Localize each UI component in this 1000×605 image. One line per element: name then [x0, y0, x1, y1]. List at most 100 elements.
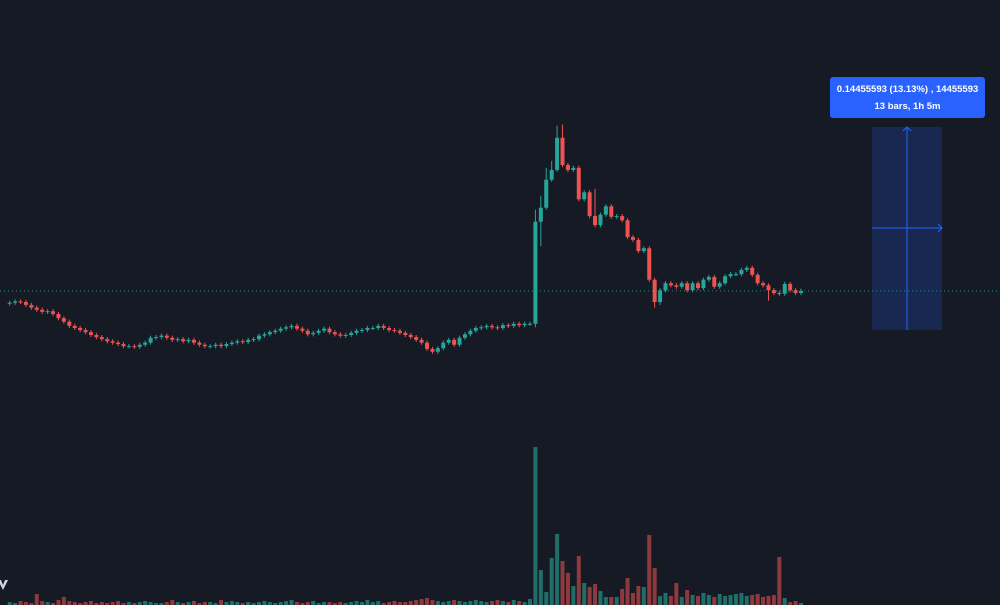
candle [126, 344, 131, 349]
volume-bar [587, 587, 592, 605]
candle [733, 272, 738, 277]
volume-bar [51, 603, 56, 605]
candle-body [294, 325, 299, 329]
candle-body [766, 285, 771, 291]
candle-body [728, 274, 733, 277]
volume-bar [40, 601, 45, 605]
volume-bar [197, 603, 202, 605]
candle-body [744, 267, 749, 270]
candle [571, 165, 576, 173]
candle-body [381, 325, 386, 328]
candle [728, 272, 733, 279]
candle [7, 300, 12, 306]
volume-bar [517, 601, 522, 605]
candle-body [246, 339, 251, 342]
volume-bar [143, 601, 148, 605]
candle-body [484, 325, 489, 328]
candle [511, 321, 516, 328]
candle-body [506, 325, 511, 327]
candle [517, 321, 522, 328]
candle [273, 328, 278, 335]
volume-bar [300, 603, 305, 605]
volume-bar [750, 595, 755, 605]
arrow-right-icon [937, 223, 943, 233]
candle-body [322, 328, 327, 331]
candle [61, 316, 66, 324]
candle [251, 337, 256, 342]
measure-price-change: 0.14455593 (13.13%) , 14455593 [836, 84, 979, 95]
volume-bar [392, 601, 397, 605]
candle [706, 274, 711, 282]
candle-body [159, 335, 164, 338]
volume-bar [88, 601, 93, 605]
candle [23, 300, 28, 307]
candle-body [88, 332, 93, 335]
candle [300, 326, 305, 333]
volume-bar [159, 603, 164, 605]
candle-body [105, 339, 110, 342]
candle-body [137, 344, 142, 347]
candle-body [121, 344, 126, 347]
candle-body [668, 283, 673, 286]
candle [13, 299, 18, 305]
volume-bar [452, 600, 457, 605]
candle [495, 325, 500, 331]
candle-body [685, 283, 690, 291]
volume-bar [636, 586, 641, 605]
volume-bar [739, 593, 744, 605]
candle [441, 340, 446, 351]
candle-body [435, 348, 440, 352]
volume-bar [126, 602, 131, 605]
measure-range-box[interactable] [872, 126, 943, 330]
candle-body [191, 339, 196, 343]
candle-body [332, 332, 337, 335]
candle-body [701, 279, 706, 289]
candle [761, 281, 766, 288]
candle-body [262, 334, 267, 336]
candle-body [370, 327, 375, 329]
candle-body [533, 221, 538, 324]
candle [154, 334, 159, 340]
volume-bar [224, 602, 229, 605]
candle [598, 212, 603, 228]
volume-bar [387, 602, 392, 605]
candle [34, 305, 39, 312]
candle [620, 213, 625, 223]
candle [663, 281, 668, 293]
candle [143, 340, 148, 347]
volume-bar [354, 601, 359, 605]
volume-bar [620, 589, 625, 605]
candle [376, 323, 381, 331]
candle [387, 325, 392, 333]
candle-body [392, 330, 397, 332]
tradingview-logo[interactable] [0, 578, 10, 592]
volume-bar [425, 598, 430, 605]
volume-bar [99, 602, 104, 605]
volume-bar [506, 602, 511, 605]
candle [533, 209, 538, 328]
candle-body [414, 337, 419, 340]
candle [658, 288, 663, 305]
candle-body [674, 285, 679, 287]
candle [549, 160, 554, 182]
volume-bar [359, 602, 364, 605]
volume-bar [338, 602, 343, 605]
volume-bar [262, 601, 267, 605]
candle-body [603, 206, 608, 215]
volume-bar [132, 603, 137, 605]
volume-bar [430, 600, 435, 605]
candle [132, 344, 137, 349]
candle-body [565, 165, 570, 170]
volume-bar [641, 587, 646, 605]
volume-bar [799, 603, 803, 605]
candle-body [652, 279, 657, 303]
candle [685, 281, 690, 293]
candle-body [224, 344, 229, 347]
candle-body [706, 276, 711, 280]
candle-body [468, 330, 473, 335]
candle-body [609, 206, 614, 217]
volume-bar [652, 568, 657, 605]
volume-bar [511, 600, 516, 605]
